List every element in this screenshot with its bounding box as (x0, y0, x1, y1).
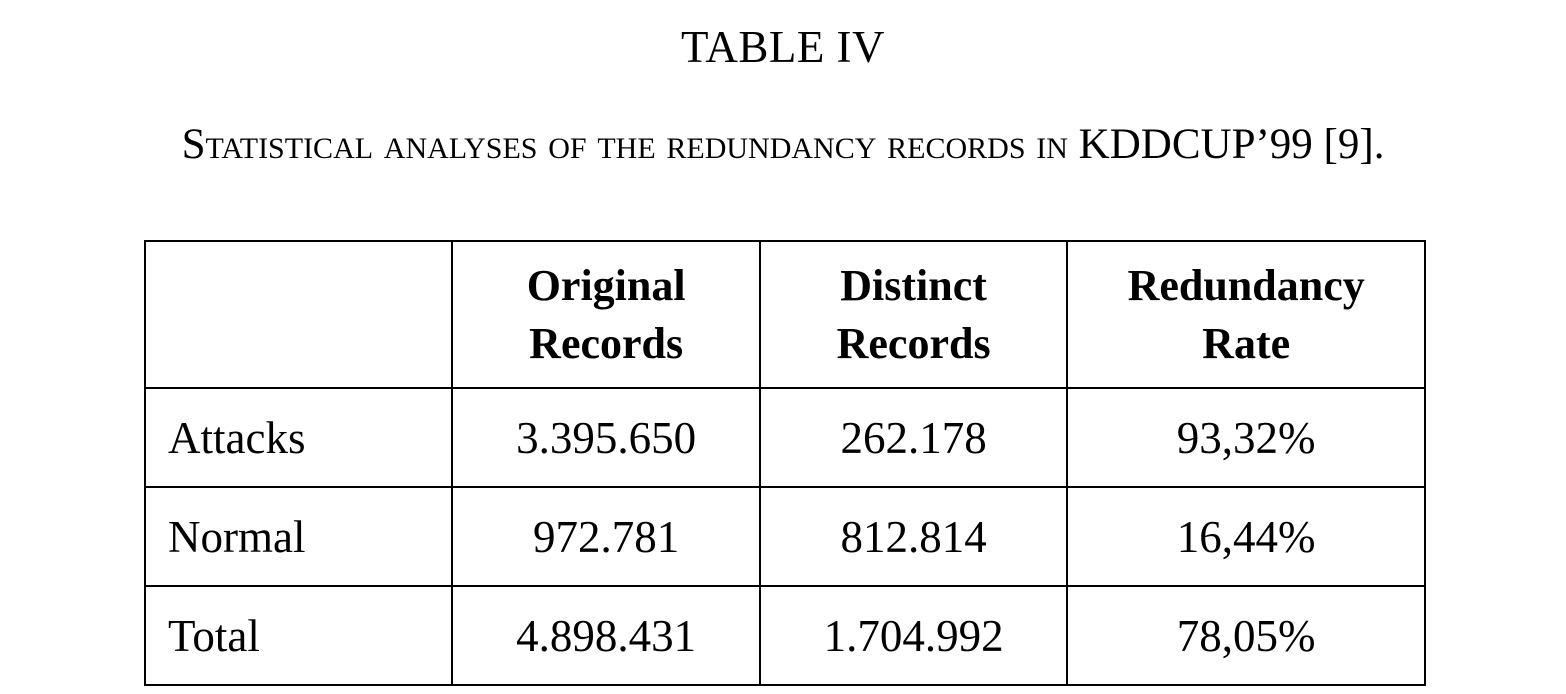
data-table: Original Records Distinct Records Redund… (143, 240, 1426, 686)
header-text-line1: Original (526, 260, 686, 310)
original-records-cell: 972.781 (451, 486, 761, 587)
original-records-cell: 3.395.650 (451, 387, 761, 488)
table-row: Normal 972.781 812.814 16,44% (143, 486, 1426, 587)
header-cell-original-records: Original Records (451, 240, 761, 389)
row-label: Total (143, 585, 454, 686)
header-text-line2: Records (529, 318, 684, 368)
row-label: Attacks (143, 387, 454, 488)
redundancy-rate-cell: 16,44% (1066, 486, 1426, 587)
distinct-records-cell: 1.704.992 (758, 585, 1069, 686)
header-text-line2: Records (836, 318, 991, 368)
table-row: Attacks 3.395.650 262.178 93,32% (143, 387, 1426, 488)
original-records-cell: 4.898.431 (451, 585, 761, 686)
header-cell-distinct-records: Distinct Records (758, 240, 1069, 389)
header-row: Original Records Distinct Records Redund… (143, 240, 1426, 389)
table-row: Total 4.898.431 1.704.992 78,05% (143, 585, 1426, 686)
header-text-line1: Distinct (840, 260, 987, 310)
header-cell-redundancy-rate: Redundancy Rate (1066, 240, 1426, 389)
table-caption: Statistical analyses of the redundancy r… (181, 121, 1385, 168)
distinct-records-cell: 262.178 (758, 387, 1069, 488)
distinct-records-cell: 812.814 (758, 486, 1069, 587)
header-cell-empty (143, 240, 454, 389)
redundancy-rate-cell: 93,32% (1066, 387, 1426, 488)
table-label: TABLE IV (680, 22, 886, 72)
row-label: Normal (143, 486, 454, 587)
redundancy-rate-cell: 78,05% (1066, 585, 1426, 686)
header-text-line2: Rate (1202, 318, 1291, 368)
header-text-line1: Redundancy (1127, 260, 1365, 310)
